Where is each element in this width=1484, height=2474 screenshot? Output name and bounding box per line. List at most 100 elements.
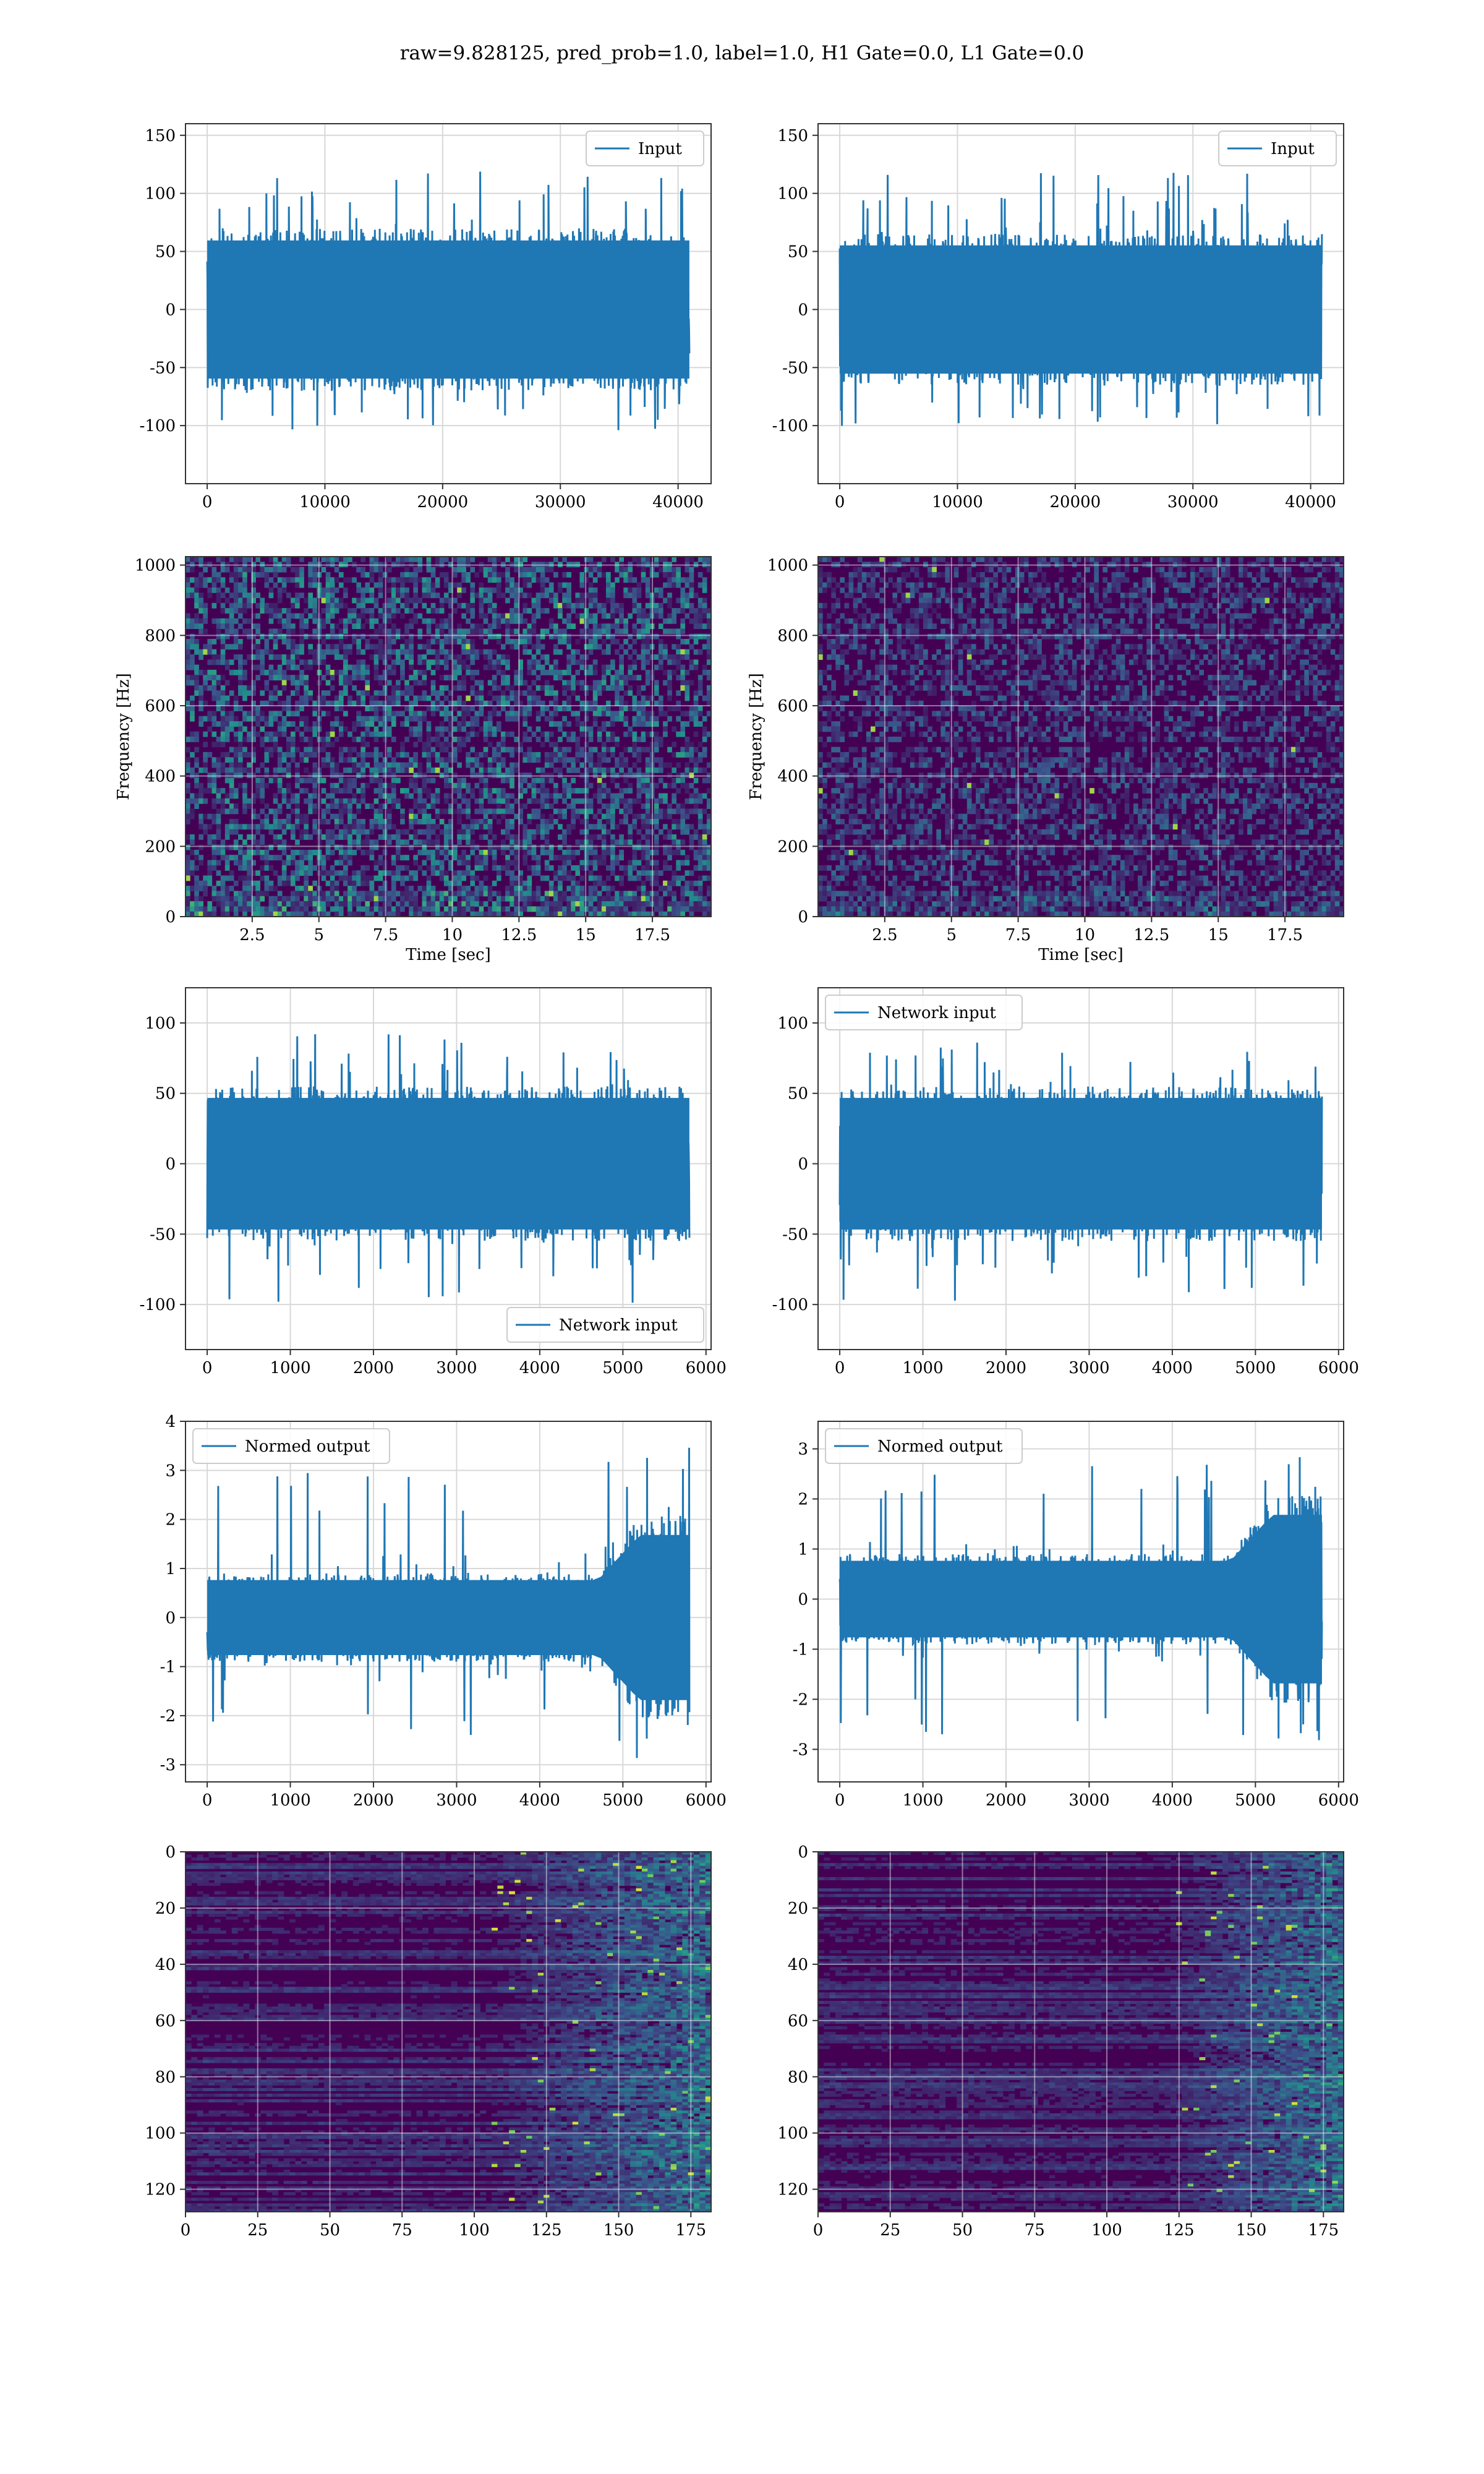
x-tick-label: 1000 [902,1791,943,1810]
x-tick-label: 2000 [353,1791,394,1810]
x-tick-label: 175 [1308,2221,1339,2240]
y-tick-label: -2 [160,1707,176,1726]
x-tick-label: 6000 [686,1359,727,1377]
legend: Network input [506,1307,704,1343]
plot-area [818,1421,1344,1782]
y-tick-label: 800 [145,627,176,645]
x-tick-label: 17.5 [634,926,670,944]
plot-area [186,1852,711,2212]
y-tick-label: -100 [140,417,176,435]
x-tick-label: 3000 [436,1359,477,1377]
axes-frame [817,556,1344,917]
axes-frame [817,987,1344,1350]
y-tick-label: 800 [777,627,808,645]
x-tick-label: 0 [835,1359,845,1377]
chart-p8: Normed output 0 1000 2000 3000 4000 5000 6000 -3… [793,1421,1359,1810]
x-tick-label: 150 [603,2221,634,2240]
chart-p7: Normed output 0 1000 2000 3000 4000 5000 6000 -3… [160,1413,727,1810]
plot-area [818,124,1344,484]
y-tick-label: 600 [145,697,176,716]
y-tick-label: 150 [145,127,176,145]
x-tick-label: 7.5 [1005,926,1031,944]
series-band [840,1515,1322,1684]
series-band [840,245,1322,374]
x-tick-label: 4000 [519,1359,560,1377]
x-tick-label: 75 [392,2221,412,2240]
y-tick-label: -100 [772,1296,808,1314]
x-tick-label: 15 [576,926,596,944]
x-tick-label: 5000 [602,1359,643,1377]
x-tick-label: 1000 [270,1791,310,1810]
y-tick-label: 4 [165,1413,176,1431]
x-tick-label: 10 [442,926,463,944]
y-tick-label: 600 [777,697,808,716]
y-tick-label: 0 [798,1843,808,1862]
x-tick-label: 5 [313,926,324,944]
y-tick-label: 50 [155,243,176,262]
legend-entry: Network input [559,1316,678,1335]
figure-title: raw=9.828125, pred_prob=1.0, label=1.0, … [0,42,1484,64]
y-tick-label: -50 [782,1225,808,1244]
y-tick-label: 40 [788,1956,808,1974]
y-axis-label: Frequency [Hz] [747,673,765,800]
plot-area [186,557,711,917]
chart-p3: 2.5 5 7.5 10 12.5 15 17.5 0 200 400 600 800 1000 Time… [114,556,712,964]
x-tick-label: 0 [202,1359,213,1377]
axes-frame [185,1421,712,1783]
x-tick-label: 17.5 [1267,926,1303,944]
y-tick-label: -100 [140,1296,176,1314]
x-tick-label: 1000 [270,1359,310,1377]
x-tick-label: 100 [1091,2221,1122,2240]
y-tick-label: 0 [798,1590,808,1609]
y-tick-label: 0 [165,1609,176,1627]
x-tick-label: 12.5 [1133,926,1169,944]
x-tick-label: 3000 [436,1791,477,1810]
y-tick-label: 0 [165,301,176,319]
y-tick-label: 50 [155,1085,176,1103]
x-tick-label: 0 [835,493,845,511]
series-band [207,1098,689,1230]
y-tick-label: 3 [798,1440,808,1459]
y-tick-label: 60 [788,2012,808,2031]
series-band [207,240,689,379]
x-tick-label: 7.5 [373,926,398,944]
y-tick-label: 1 [165,1560,176,1578]
y-tick-label: 40 [155,1956,176,1974]
x-tick-label: 175 [675,2221,706,2240]
y-tick-label: 200 [145,837,176,856]
chart-p2: Input 0 10000 20000 30000 40000 -100 -50 0 50 100 1… [772,123,1344,511]
y-tick-label: 100 [777,1014,808,1033]
x-tick-label: 5000 [602,1791,643,1810]
x-axis-label: Time [sec] [1038,946,1124,964]
legend: Normed output [825,1428,1023,1464]
axes-frame [185,1851,712,2212]
x-tick-label: 10000 [932,493,983,511]
y-tick-label: -50 [150,1225,176,1244]
x-tick-label: 3000 [1068,1791,1109,1810]
legend-entry: Input [638,140,682,158]
y-tick-label: 100 [145,185,176,203]
y-tick-label: 100 [145,1014,176,1033]
y-tick-label: 3 [165,1462,176,1480]
y-tick-label: 1000 [767,557,808,575]
x-axis-label: Time [sec] [406,946,491,964]
y-tick-label: 120 [145,2181,176,2199]
x-tick-label: 5000 [1235,1359,1276,1377]
x-tick-label: 6000 [1318,1791,1359,1810]
plot-area [186,124,711,484]
x-tick-label: 4000 [1152,1359,1193,1377]
y-tick-label: -100 [772,417,808,435]
y-tick-label: 0 [165,1843,176,1862]
y-axis-label: Frequency [Hz] [114,673,133,800]
x-tick-label: 0 [835,1791,845,1810]
legend-entry: Normed output [877,1437,1003,1456]
axes-frame [817,1851,1344,2212]
y-tick-label: 200 [777,837,808,856]
x-tick-label: 100 [459,2221,490,2240]
x-tick-label: 4000 [1152,1791,1193,1810]
y-tick-label: -3 [793,1740,808,1759]
y-tick-label: 2 [165,1511,176,1530]
x-tick-label: 75 [1025,2221,1045,2240]
